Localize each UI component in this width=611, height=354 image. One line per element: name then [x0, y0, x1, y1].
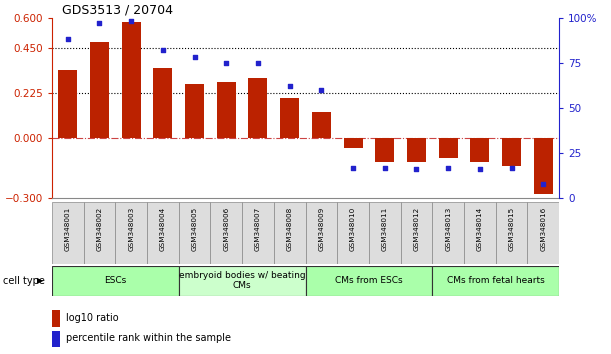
Point: [348, 165, 358, 170]
Point: [189, 55, 199, 60]
Point: [475, 166, 485, 172]
Point: [507, 165, 516, 170]
Text: GSM348009: GSM348009: [318, 207, 324, 251]
Text: GSM348002: GSM348002: [97, 207, 103, 251]
Text: CMs from fetal hearts: CMs from fetal hearts: [447, 276, 544, 285]
Bar: [343, 138, 362, 148]
Bar: [401, 202, 433, 264]
Bar: [242, 202, 274, 264]
Text: ESCs: ESCs: [104, 276, 126, 285]
Text: ▶: ▶: [37, 276, 43, 285]
Point: [443, 165, 453, 170]
Text: embryoid bodies w/ beating
CMs: embryoid bodies w/ beating CMs: [179, 271, 306, 290]
Text: cell type: cell type: [3, 275, 45, 286]
Bar: [179, 202, 210, 264]
Bar: [527, 202, 559, 264]
Bar: [147, 202, 179, 264]
Text: CMs from ESCs: CMs from ESCs: [335, 276, 403, 285]
Text: GSM348010: GSM348010: [350, 207, 356, 251]
Bar: [179, 266, 306, 296]
Bar: [280, 98, 299, 138]
Text: log10 ratio: log10 ratio: [66, 313, 119, 323]
Bar: [210, 202, 242, 264]
Bar: [249, 78, 268, 138]
Bar: [433, 266, 559, 296]
Point: [158, 47, 168, 53]
Bar: [217, 82, 236, 138]
Bar: [306, 202, 337, 264]
Text: GSM348004: GSM348004: [160, 207, 166, 251]
Point: [126, 18, 136, 24]
Bar: [122, 22, 141, 138]
Text: GSM348011: GSM348011: [382, 207, 388, 251]
Bar: [274, 202, 306, 264]
Point: [63, 36, 73, 42]
Bar: [464, 202, 496, 264]
Point: [380, 165, 390, 170]
Bar: [153, 68, 172, 138]
Bar: [534, 138, 553, 194]
Bar: [496, 202, 527, 264]
Bar: [312, 112, 331, 138]
Text: GSM348007: GSM348007: [255, 207, 261, 251]
Bar: [52, 331, 60, 347]
Text: GSM348012: GSM348012: [414, 207, 419, 251]
Text: GSM348001: GSM348001: [65, 207, 71, 251]
Text: GSM348003: GSM348003: [128, 207, 134, 251]
Point: [538, 181, 548, 187]
Bar: [52, 202, 84, 264]
Bar: [52, 310, 60, 326]
Text: GSM348016: GSM348016: [540, 207, 546, 251]
Point: [95, 20, 104, 26]
Text: GDS3513 / 20704: GDS3513 / 20704: [62, 4, 173, 17]
Bar: [58, 70, 78, 138]
Point: [285, 84, 295, 89]
Bar: [369, 202, 401, 264]
Bar: [52, 266, 179, 296]
Bar: [337, 202, 369, 264]
Point: [221, 60, 231, 66]
Bar: [407, 138, 426, 162]
Text: GSM348005: GSM348005: [192, 207, 197, 251]
Bar: [433, 202, 464, 264]
Bar: [502, 138, 521, 166]
Bar: [185, 84, 204, 138]
Bar: [306, 266, 433, 296]
Point: [253, 60, 263, 66]
Text: GSM348008: GSM348008: [287, 207, 293, 251]
Text: GSM348013: GSM348013: [445, 207, 451, 251]
Point: [412, 166, 422, 172]
Text: GSM348014: GSM348014: [477, 207, 483, 251]
Bar: [90, 42, 109, 138]
Bar: [84, 202, 115, 264]
Text: GSM348006: GSM348006: [223, 207, 229, 251]
Bar: [115, 202, 147, 264]
Bar: [470, 138, 489, 162]
Bar: [439, 138, 458, 158]
Text: percentile rank within the sample: percentile rank within the sample: [66, 333, 231, 343]
Text: GSM348015: GSM348015: [508, 207, 514, 251]
Bar: [375, 138, 394, 162]
Point: [316, 87, 326, 93]
